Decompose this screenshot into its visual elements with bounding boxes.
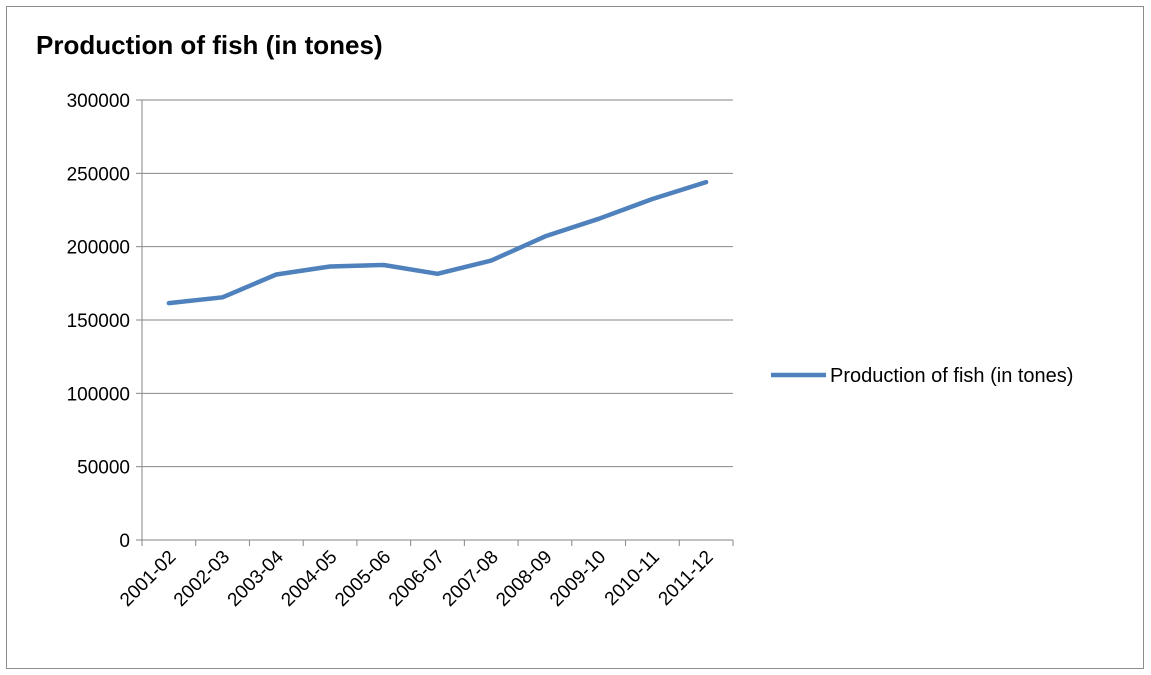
chart-frame <box>6 6 1144 669</box>
chart-title: Production of fish (in tones) <box>36 30 383 60</box>
y-tick-label: 200000 <box>67 238 130 259</box>
x-tick-label: 2006-07 <box>385 547 449 611</box>
y-tick-label: 50000 <box>77 458 130 479</box>
x-tick-label: 2001-02 <box>116 547 180 611</box>
x-tick-label: 2003-04 <box>224 546 288 610</box>
x-tick-labels: 2001-022002-032003-042004-052005-062006-… <box>116 546 717 610</box>
legend-label: Production of fish (in tones) <box>830 365 1073 387</box>
axes <box>136 99 734 546</box>
series-lines <box>166 179 709 306</box>
legend: Production of fish (in tones) <box>771 365 1073 387</box>
x-tick-label: 2010-11 <box>601 547 664 610</box>
series-line <box>166 179 709 306</box>
y-tick-label: 300000 <box>67 91 130 112</box>
gridlines <box>142 99 733 468</box>
x-tick-label: 2011-12 <box>655 547 718 610</box>
x-tick-label: 2008-09 <box>492 547 556 611</box>
y-tick-label: 100000 <box>67 384 130 405</box>
x-tick-label: 2009-10 <box>546 547 610 611</box>
x-tick-label: 2002-03 <box>170 547 234 611</box>
x-tick-label: 2004-05 <box>277 547 341 611</box>
x-tick-label: 2007-08 <box>439 547 503 611</box>
y-tick-label: 150000 <box>67 311 130 332</box>
y-tick-labels: 0 50000 100000 150000 200000 250000 300000 <box>67 91 130 552</box>
y-tick-label: 0 <box>119 531 130 552</box>
x-tick-label: 2005-06 <box>331 547 395 611</box>
y-tick-label: 250000 <box>67 164 130 185</box>
